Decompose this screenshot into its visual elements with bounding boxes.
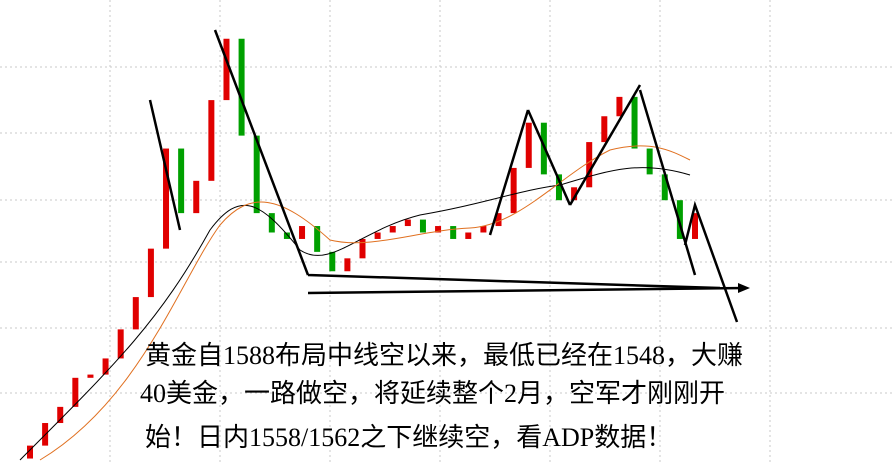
candle-body: [480, 226, 487, 233]
support-line: [307, 286, 746, 295]
candle-body: [374, 232, 381, 239]
candle-body: [435, 226, 442, 233]
ma-line: [39, 145, 691, 461]
candle-body: [419, 219, 426, 233]
candle-body: [404, 219, 411, 227]
candle-body: [253, 135, 260, 214]
candle-body: [102, 358, 109, 375]
arrow-head: [738, 283, 750, 293]
candle-body: [283, 232, 290, 239]
candle-body: [329, 251, 336, 272]
candle-body: [692, 213, 698, 239]
candle-body: [555, 174, 562, 201]
candle-body: [571, 187, 578, 201]
candle-body: [465, 232, 472, 239]
candle-body: [646, 148, 653, 175]
candle-body: [344, 258, 351, 272]
candle-body: [676, 200, 683, 239]
candle-body: [163, 148, 170, 249]
candle-body: [87, 374, 94, 378]
candle-body: [359, 238, 366, 259]
candle-body: [450, 226, 457, 239]
candle-body: [132, 297, 139, 330]
candle-body: [268, 213, 275, 233]
candle-body: [586, 142, 593, 188]
candle-body: [601, 116, 608, 143]
candle-body: [661, 174, 668, 201]
ma-line: [19, 167, 691, 461]
candle-body: [238, 38, 245, 136]
candle-body: [72, 377, 79, 407]
candle-body: [616, 96, 623, 117]
candle-body: [57, 406, 64, 424]
candle-body: [223, 38, 230, 101]
annotation: 40美金，一路做空，将延续整个2月，空军才刚刚开: [140, 379, 725, 408]
candle-body: [389, 226, 396, 233]
candle-body: [299, 226, 306, 239]
candle-body: [631, 96, 638, 149]
candle-body: [193, 180, 200, 214]
annotation: 始！日内1558/1562之下继续空，看ADP数据！: [145, 423, 672, 452]
trend-arrow: [148, 29, 739, 323]
candle-body: [510, 167, 517, 214]
candle-body: [147, 248, 154, 298]
annotation: 黄金自1588布局中线空以来，最低已经在1548，大赚: [145, 341, 743, 370]
candle-body: [178, 148, 185, 214]
candle-body: [27, 445, 33, 459]
candle-body: [495, 213, 502, 227]
candle-body: [117, 329, 124, 359]
candle-body: [208, 100, 215, 181]
candle-body: [525, 122, 532, 168]
candle-body: [314, 226, 321, 252]
